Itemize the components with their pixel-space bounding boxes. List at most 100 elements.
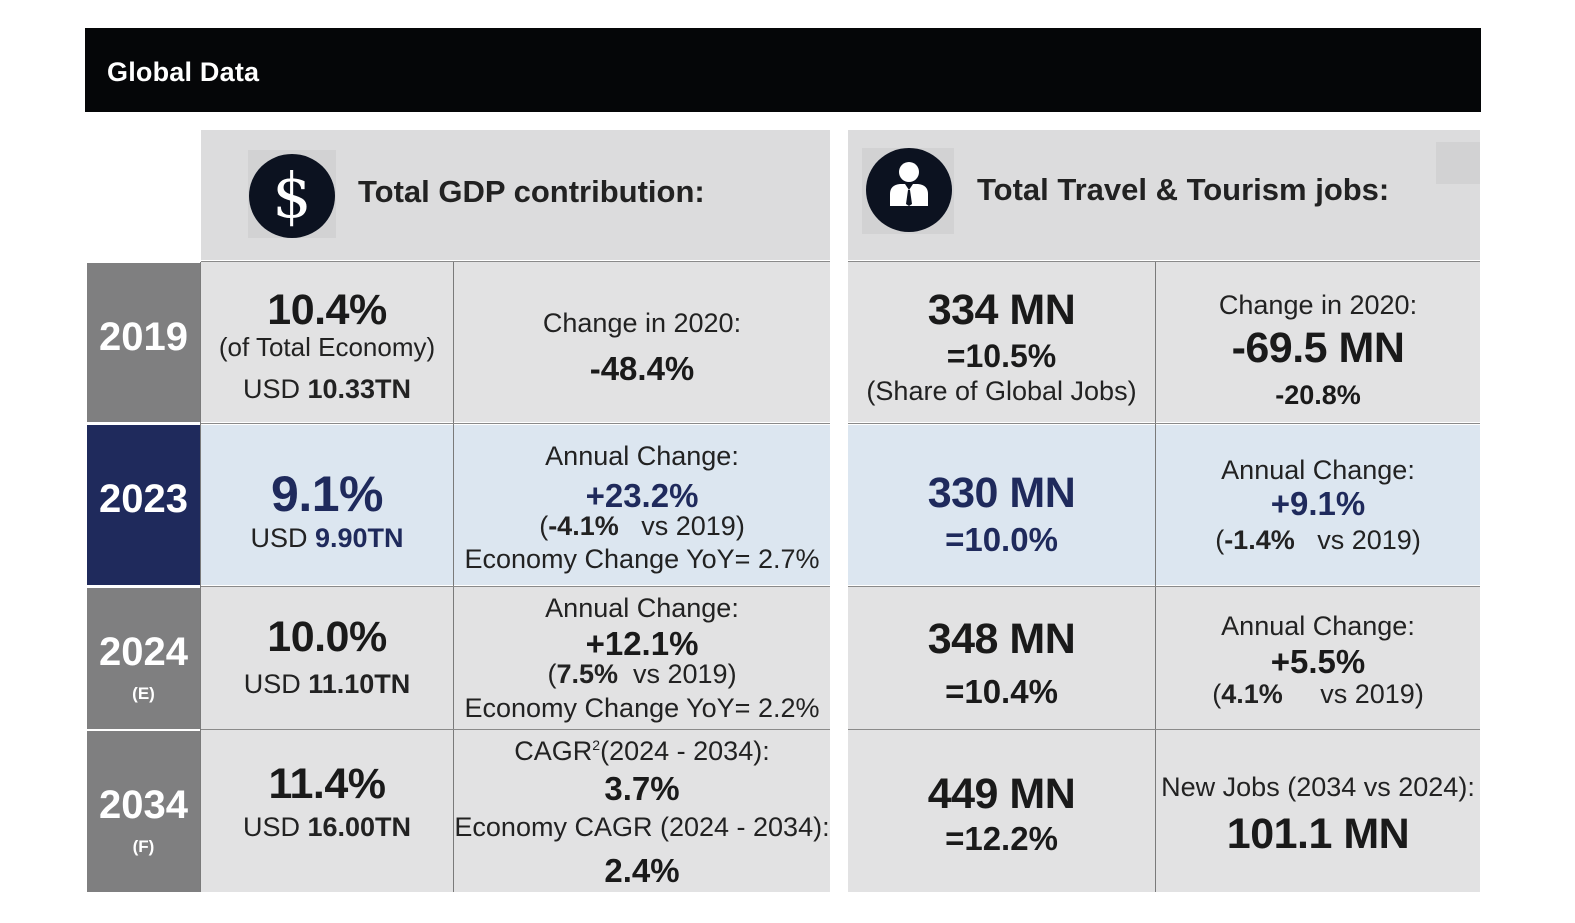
year-suffix: (F) — [132, 837, 155, 856]
divider — [201, 423, 830, 424]
jobs-change-value: +9.1% — [1270, 485, 1366, 522]
corner-tab — [1436, 142, 1480, 184]
change-value: -48.4% — [589, 350, 695, 387]
jobs-total-2034: 449 MN =12.2% — [848, 730, 1155, 892]
usd-prefix: USD — [250, 523, 315, 553]
usd-value: 16.00TN — [307, 812, 412, 842]
economy-change: Economy Change YoY= 2.2% — [464, 693, 820, 723]
jobs-change-2019: Change in 2020: -69.5 MN -20.8% — [1156, 262, 1480, 422]
usd-value: 10.33TN — [307, 374, 412, 404]
jobs-change-label: Annual Change: — [1221, 455, 1415, 485]
gdp-share-2023: 9.1% USD 9.90TN — [201, 425, 453, 585]
jobs-share: =12.2% — [945, 820, 1058, 857]
usd-prefix: USD — [242, 812, 308, 842]
divider — [201, 729, 830, 730]
gdp-change-2023: Annual Change: +23.2% (-4.1% vs 2019) Ec… — [454, 425, 830, 585]
economy-cagr-value: 2.4% — [604, 852, 680, 889]
usd-value: 11.10TN — [308, 669, 411, 699]
businessman-glyph — [890, 162, 928, 206]
gdp-cagr-2034: CAGR2(2024 - 2034): 3.7% Economy CAGR (2… — [454, 730, 830, 892]
new-jobs-label: New Jobs (2034 vs 2024): — [1161, 772, 1475, 802]
jobs-share: =10.4% — [945, 673, 1058, 710]
gdp-change-2024: Annual Change: +12.1% (7.5% vs 2019) Eco… — [454, 587, 830, 729]
jobs-change-value: +5.5% — [1270, 643, 1366, 680]
usd-prefix: USD — [242, 374, 308, 404]
vs-tail: vs 2019) — [1317, 525, 1421, 555]
dollar-icon: $ — [249, 154, 335, 238]
change-vs-2019: (7.5% vs 2019) — [454, 659, 830, 690]
year-cell-2024: 2024 (E) — [87, 588, 200, 729]
usd-value: 9.90TN — [314, 523, 404, 553]
year-label: 2023 — [99, 477, 188, 521]
year-cell-2019: 2019 — [87, 263, 200, 422]
gdp-share-2019: 10.4% (of Total Economy) USD 10.33TN — [201, 262, 453, 422]
economy-change: Economy Change YoY= 2.7% — [464, 544, 820, 574]
year-suffix: (E) — [132, 684, 155, 703]
jobs-note: (Share of Global Jobs) — [866, 376, 1137, 406]
gdp-panel-header: $ Total GDP contribution: — [201, 130, 830, 260]
gdp-heading: Total GDP contribution: — [358, 174, 705, 209]
paren: ( — [1212, 679, 1222, 709]
year-cell-2023: 2023 — [87, 425, 200, 585]
section-header: Global Data — [85, 28, 1481, 112]
paren: ( — [1215, 525, 1225, 555]
jobs-change-2023: Annual Change: +9.1% (-1.4% vs 2019) — [1156, 425, 1480, 585]
jobs-change-label: Annual Change: — [1221, 611, 1415, 641]
divider — [453, 262, 454, 892]
cagr-label: CAGR — [514, 736, 593, 766]
change-value: +23.2% — [585, 477, 699, 514]
footnote-marker: 2 — [592, 737, 601, 753]
change-label: Annual Change: — [545, 441, 739, 471]
new-jobs-2034: New Jobs (2034 vs 2024): 101.1 MN — [1156, 730, 1480, 892]
vs-pct: -1.4% — [1224, 525, 1295, 555]
economy-cagr-label: Economy CAGR (2024 - 2034): — [454, 812, 830, 842]
jobs-vs-2019: (4.1% vs 2019) — [1156, 679, 1480, 710]
jobs-change-2024: Annual Change: +5.5% (4.1% vs 2019) — [1156, 587, 1480, 729]
change-label: Annual Change: — [545, 593, 739, 623]
year-label: 2019 — [99, 315, 188, 359]
jobs-change-label: Change in 2020: — [1218, 290, 1418, 320]
jobs-heading: Total Travel & Tourism jobs: — [977, 172, 1390, 207]
change-value: +12.1% — [585, 625, 699, 662]
jobs-change-pct: -20.8% — [1275, 380, 1361, 410]
year-label: 2034 — [99, 783, 188, 827]
vs-tail: vs 2019) — [633, 659, 737, 689]
gdp-usd: USD 9.90TN — [201, 523, 453, 554]
jobs-value: 330 MN — [927, 469, 1076, 517]
gdp-share-2034: 11.4% USD 16.00TN — [201, 730, 453, 892]
vs-tail: vs 2019) — [641, 511, 745, 541]
divider — [848, 729, 1480, 730]
gdp-pct: 10.4% — [267, 286, 387, 334]
change-vs-2019: (-4.1% vs 2019) — [454, 511, 830, 542]
cagr-value: 3.7% — [604, 770, 680, 807]
jobs-total-2024: 348 MN =10.4% — [848, 587, 1155, 729]
vs-tail: vs 2019) — [1320, 679, 1424, 709]
jobs-vs-2019: (-1.4% vs 2019) — [1156, 525, 1480, 556]
gdp-pct: 9.1% — [271, 466, 383, 522]
gdp-usd: USD 10.33TN — [201, 374, 453, 405]
gdp-pct: 10.0% — [267, 613, 387, 661]
section-title: Global Data — [107, 57, 260, 87]
jobs-panel-header: Total Travel & Tourism jobs: — [848, 130, 1480, 260]
divider — [848, 423, 1480, 424]
divider — [201, 586, 830, 587]
cagr-label-line: CAGR2(2024 - 2034): — [454, 736, 830, 767]
gdp-usd: USD 11.10TN — [201, 669, 453, 700]
jobs-value: 449 MN — [927, 770, 1076, 818]
jobs-value: 348 MN — [927, 615, 1076, 663]
divider — [201, 261, 830, 262]
vs-pct: 4.1% — [1221, 679, 1283, 709]
year-label: 2024 — [99, 630, 188, 674]
paren: ( — [539, 511, 549, 541]
year-cell-2034: 2034 (F) — [87, 731, 200, 892]
jobs-share: =10.0% — [945, 521, 1058, 558]
divider — [200, 262, 201, 892]
gdp-share-2024: 10.0% USD 11.10TN — [201, 587, 453, 729]
vs-pct: -4.1% — [548, 511, 619, 541]
businessman-icon — [866, 148, 952, 232]
gdp-usd: USD 16.00TN — [201, 812, 453, 843]
gdp-change-2019: Change in 2020: -48.4% — [454, 262, 830, 422]
vs-pct: 7.5% — [556, 659, 618, 689]
change-label: Change in 2020: — [542, 308, 742, 338]
cagr-range: (2024 - 2034): — [600, 736, 770, 766]
